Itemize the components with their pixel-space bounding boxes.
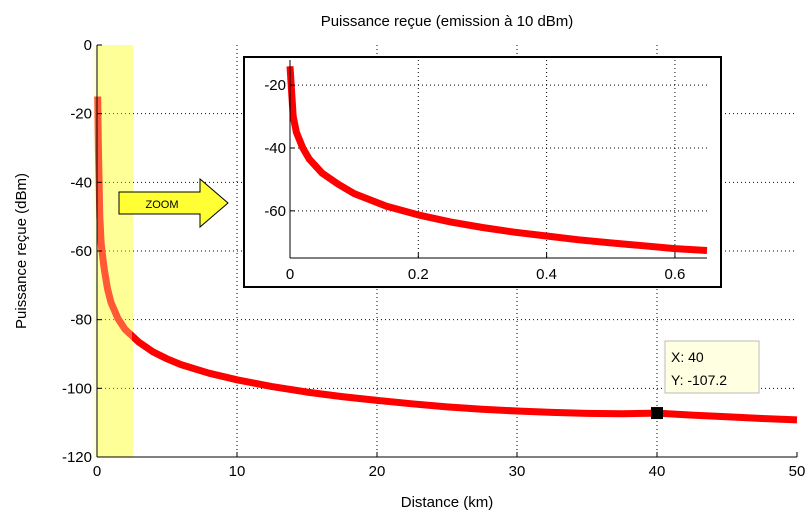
- main-y-tick-label: -60: [70, 243, 92, 260]
- inset-x-tick-label: 0.2: [408, 266, 429, 283]
- x-axis-label: Distance (km): [401, 494, 494, 511]
- main-y-tick-label: -40: [70, 174, 92, 191]
- zoom-arrow-shape: [118, 177, 229, 229]
- main-x-tick-label: 0: [93, 463, 101, 480]
- datatip-box: [664, 340, 760, 394]
- inset-x-tick-label: 0: [286, 266, 294, 283]
- main-y-tick-label: -80: [70, 312, 92, 329]
- zoom-arrow: ZOOM: [118, 177, 229, 229]
- main-x-tick-label: 30: [509, 463, 526, 480]
- inset-x-tick-label: 0.4: [536, 266, 557, 283]
- main-x-tick-label: 20: [369, 463, 386, 480]
- main-y-tick-label: 0: [84, 37, 92, 54]
- zoom-arrow-label: ZOOM: [146, 199, 179, 211]
- main-y-tick-label: -20: [70, 106, 92, 123]
- datatip-marker: [651, 407, 663, 420]
- y-axis-label: Puissance reçue (dBm): [13, 173, 30, 329]
- inset-series-line: [286, 66, 708, 254]
- datatip-x-text: X: 40: [671, 349, 704, 365]
- chart-title: Puissance reçue (emission à 10 dBm): [321, 13, 574, 30]
- inset-y-tick-label: -60: [264, 203, 286, 220]
- inset-y-tick-label: -40: [264, 140, 286, 157]
- inset-y-tick-label: -20: [264, 77, 286, 94]
- datatip-y-text: Y: -107.2: [671, 372, 727, 388]
- main-series-line: [94, 96, 798, 424]
- inset-x-tick-label: 0.6: [664, 266, 685, 283]
- main-y-tick-label: -120: [62, 449, 92, 466]
- main-x-tick-label: 50: [789, 463, 806, 480]
- datatip: X: 40 Y: -107.2: [651, 340, 760, 420]
- main-x-tick-label: 40: [649, 463, 666, 480]
- inset-chart: 0 0.2 0.4 0.6 -20 -40 -60: [243, 56, 722, 288]
- main-x-tick-label: 10: [229, 463, 246, 480]
- inset-frame: [243, 56, 722, 288]
- main-y-tick-label: -100: [62, 380, 92, 397]
